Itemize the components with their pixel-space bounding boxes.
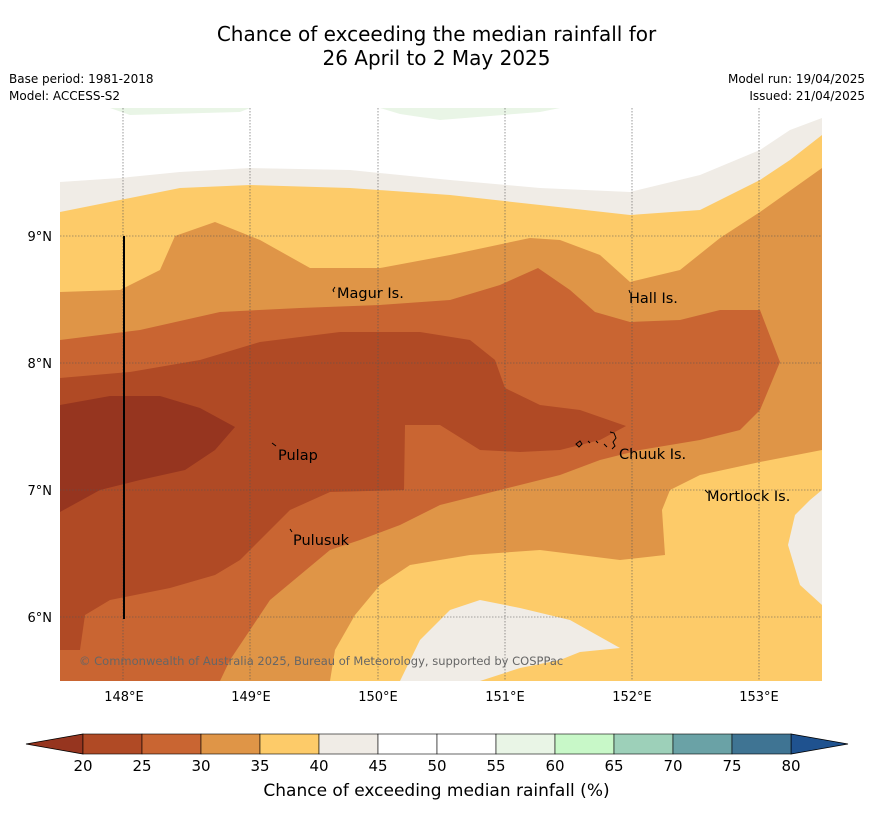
island-hall xyxy=(628,289,631,294)
colorbar-swatch xyxy=(82,733,143,755)
colorbar-swatch xyxy=(377,733,438,755)
colorbar-swatch xyxy=(141,733,202,755)
colorbar-tick-label: 75 xyxy=(722,757,741,775)
island-pulap xyxy=(271,442,277,447)
band-45-55-top xyxy=(60,108,822,192)
label-pulap: Pulap xyxy=(278,448,318,464)
lat-tick: 7°N xyxy=(28,484,53,499)
lat-tick: 8°N xyxy=(28,357,53,372)
colorbar-tick-label: 60 xyxy=(545,757,564,775)
colorbar-over-arrow xyxy=(790,733,849,755)
metadata-right: Model run: 19/04/2025 Issued: 21/04/2025 xyxy=(728,71,865,105)
lon-tick: 148°E xyxy=(104,690,144,705)
colorbar-label: Chance of exceeding median rainfall (%) xyxy=(263,781,610,801)
colorbar-tick-label: 80 xyxy=(781,757,800,775)
chart-title: Chance of exceeding the median rainfall … xyxy=(0,22,873,70)
colorbar-tick-label: 70 xyxy=(663,757,682,775)
island-pulusuk xyxy=(289,528,293,533)
lon-tick: 151°E xyxy=(485,690,525,705)
place-labels: Magur Is. Hall Is. Pulap Chuuk Is. Mortl… xyxy=(278,286,790,549)
island-mortlock xyxy=(704,489,709,494)
colorbar-tick-label: 30 xyxy=(191,757,210,775)
graticule xyxy=(60,108,822,681)
colorbar-tick-label: 65 xyxy=(604,757,623,775)
colorbar-tick-label: 35 xyxy=(250,757,269,775)
colorbar-swatch xyxy=(613,733,674,755)
colorbar-swatch xyxy=(495,733,556,755)
lon-tick: 152°E xyxy=(612,690,652,705)
colorbar-swatch xyxy=(200,733,261,755)
issued-date: Issued: 21/04/2025 xyxy=(749,89,865,103)
colorbar-tick-label: 25 xyxy=(132,757,151,775)
map-contours: © Commonwealth of Australia 2025, Bureau… xyxy=(60,108,822,681)
band-40-45-bottom xyxy=(400,600,620,681)
label-mortlock: Mortlock Is. xyxy=(707,489,790,505)
model-run-date: Model run: 19/04/2025 xyxy=(727,72,865,86)
label-magur: Magur Is. xyxy=(337,286,404,302)
lon-tick: 153°E xyxy=(739,690,779,705)
island-chuuk xyxy=(575,431,617,450)
label-chuuk: Chuuk Is. xyxy=(619,447,686,463)
island-outlines xyxy=(271,286,709,533)
colorbar-swatch xyxy=(436,733,497,755)
colorbar-tick-label: 55 xyxy=(486,757,505,775)
band-below-20 xyxy=(60,396,235,512)
metadata-left: Base period: 1981-2018 Model: ACCESS-S2 xyxy=(9,71,154,105)
base-period: Base period: 1981-2018 xyxy=(9,72,154,86)
colorbar-swatch xyxy=(554,733,615,755)
colorbar-tick-label: 20 xyxy=(73,757,92,775)
copyright-notice: © Commonwealth of Australia 2025, Bureau… xyxy=(79,654,563,668)
colorbar-swatch xyxy=(318,733,379,755)
model-name: Model: ACCESS-S2 xyxy=(9,89,121,103)
lat-tick: 9°N xyxy=(28,230,53,245)
band-55-60-top xyxy=(110,108,560,120)
colorbar-tick-label: 45 xyxy=(368,757,387,775)
colorbar-swatch xyxy=(731,733,792,755)
colorbar: 20 25 30 35 40 45 50 55 60 65 70 75 80 xyxy=(25,733,849,775)
lat-tick: 6°N xyxy=(28,611,53,626)
colorbar-swatch xyxy=(259,733,320,755)
lon-tick: 149°E xyxy=(231,690,271,705)
colorbar-under-arrow xyxy=(25,733,84,755)
band-40-45-east xyxy=(788,490,822,605)
colorbar-tick-label: 40 xyxy=(309,757,328,775)
lat-tick-labels: 9°N 8°N 7°N 6°N xyxy=(28,230,53,626)
label-pulusuk: Pulusuk xyxy=(293,533,350,549)
lon-tick: 150°E xyxy=(358,690,398,705)
label-hall: Hall Is. xyxy=(629,291,678,307)
title-line-1: Chance of exceeding the median rainfall … xyxy=(216,22,657,46)
lon-tick-labels: 148°E 149°E 150°E 151°E 152°E 153°E xyxy=(104,690,779,705)
colorbar-tick-label: 50 xyxy=(427,757,446,775)
colorbar-swatch xyxy=(672,733,733,755)
title-line-2: 26 April to 2 May 2025 xyxy=(322,46,551,70)
island-magur xyxy=(332,286,336,293)
